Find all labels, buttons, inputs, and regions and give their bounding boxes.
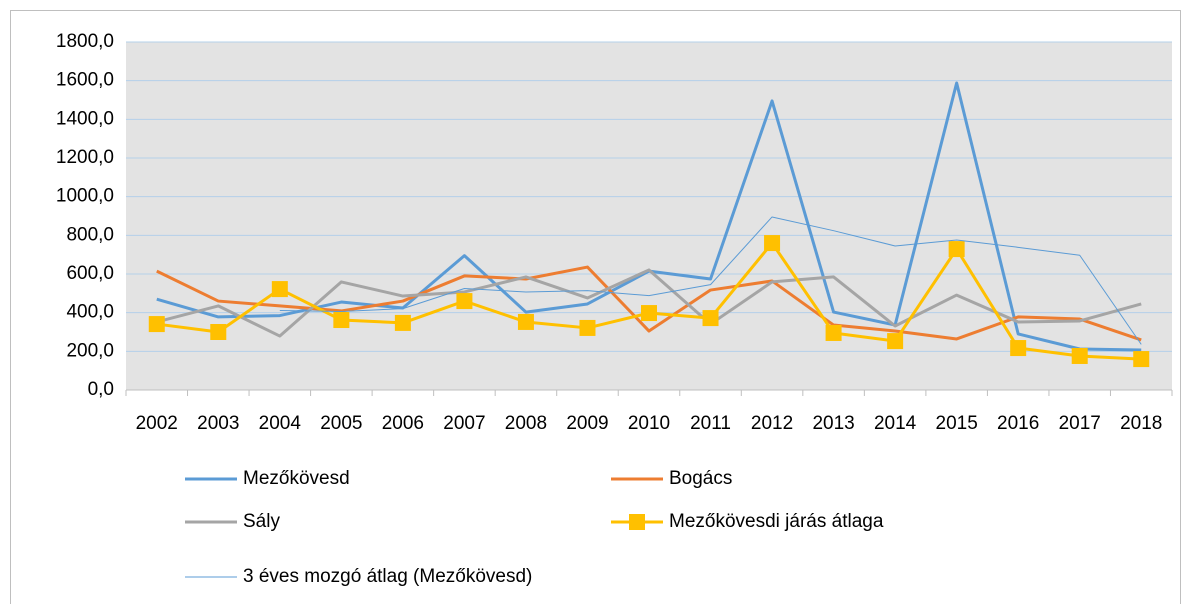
point-marker [887,333,904,350]
x-tick-label: 2018 [1120,413,1162,434]
y-tick-label: 800,0 [66,224,114,245]
point-marker [1010,340,1027,357]
x-tick-label: 2012 [751,413,793,434]
y-tick-label: 1400,0 [56,108,114,129]
point-marker [1133,351,1150,368]
y-tick-label: 600,0 [66,263,114,284]
legend-label: Bogács [669,468,732,489]
legend-label: Mezőkövesd [243,468,350,489]
x-tick-label: 2014 [874,413,917,434]
x-tick-label: 2005 [320,413,362,434]
point-marker [394,314,411,331]
point-marker [948,241,965,258]
point-marker [702,310,719,327]
x-tick-label: 2008 [505,413,547,434]
point-marker [1071,347,1088,364]
series-line [279,216,1142,345]
x-tick-label: 2009 [566,413,608,434]
point-marker [210,324,227,340]
y-tick-label: 1000,0 [56,186,114,207]
point-marker [579,319,596,336]
x-tick-label: 2002 [136,413,178,434]
point-marker [764,235,781,252]
point-marker [148,316,165,333]
x-tick-label: 2011 [690,413,731,434]
point-marker [517,313,534,330]
y-tick-label: 1200,0 [56,147,114,168]
x-tick-label: 2015 [936,413,978,434]
point-marker [271,281,288,298]
x-tick-label: 2004 [259,413,302,434]
y-tick-label: 1600,0 [56,70,114,91]
x-tick-label: 2007 [443,413,485,434]
x-tick-label: 2016 [997,413,1039,434]
legend-label: Mezőkövesdi járás átlaga [669,511,884,532]
point-marker [825,324,842,341]
x-tick-label: 2017 [1059,413,1101,434]
x-tick-label: 2003 [197,413,239,434]
x-tick-label: 2010 [628,413,670,434]
plot-area [126,42,1172,390]
legend-label: 3 éves mozgó átlag (Mezőkövesd) [243,566,532,587]
y-tick-label: 400,0 [66,302,114,323]
point-marker [456,293,473,310]
point-marker [333,312,350,329]
legend-label: Sály [243,511,280,532]
y-tick-label: 1800,0 [56,31,114,52]
series-line [156,268,1142,338]
x-tick-label: 2006 [382,413,424,434]
point-marker [641,305,657,322]
legend-marker [629,514,645,530]
y-tick-label: 200,0 [66,340,114,361]
y-tick-label: 0,0 [88,379,114,400]
x-tick-label: 2013 [812,413,854,434]
